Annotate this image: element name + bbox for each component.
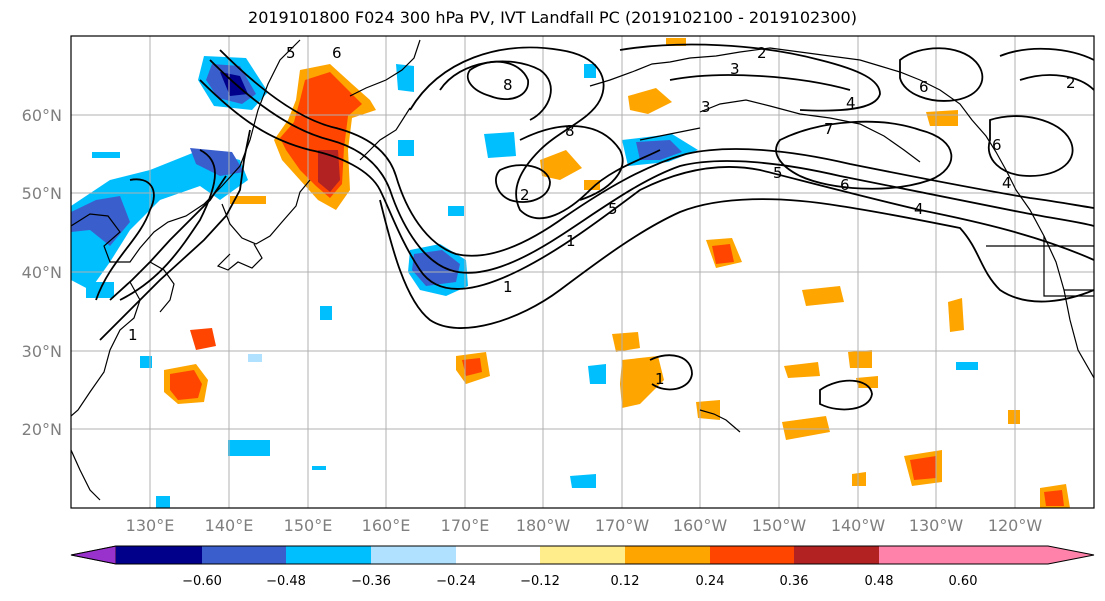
map-title: 2019101800 F024 300 hPa PV, IVT Landfall… <box>248 8 857 27</box>
contour-label: 2 <box>757 44 767 62</box>
contour-label: 4 <box>914 200 924 218</box>
contour-label: 6 <box>919 78 929 96</box>
lon-label: 140°E <box>205 516 254 535</box>
colorbar-segment <box>202 546 286 564</box>
contour-label: 2 <box>1066 74 1076 92</box>
lon-label: 120°W <box>988 516 1043 535</box>
lon-label: 140°W <box>831 516 886 535</box>
graticule <box>71 36 1094 508</box>
contour-label-group: 5 6 2 3 8 3 4 7 6 8 2 5 1 6 4 5 4 6 1 2 … <box>128 44 1076 388</box>
contour-label: 3 <box>730 60 740 78</box>
colorbar-tick-label: 0.12 <box>611 574 640 589</box>
contour-label: 1 <box>655 370 665 388</box>
contour-label: 1 <box>128 326 138 344</box>
colorbar-tick-label: −0.48 <box>266 574 306 589</box>
colorbar-outline <box>70 545 1095 565</box>
colorbar-tick-label: −0.24 <box>436 574 476 589</box>
longitude-labels: 130°E 140°E 150°E 160°E 170°E 180°W 170°… <box>126 516 1043 535</box>
contour-label: 3 <box>701 98 711 116</box>
lon-label: 130°E <box>126 516 175 535</box>
contour-label: 5 <box>773 164 783 182</box>
contour-label: 8 <box>503 76 513 94</box>
coastlines <box>71 39 1094 501</box>
colorbar-tick-labels: −0.60 −0.48 −0.36 −0.24 −0.12 0.12 0.24 … <box>182 574 977 589</box>
lon-label: 160°E <box>362 516 411 535</box>
colorbar-segment <box>794 546 879 564</box>
lon-label: 160°W <box>673 516 728 535</box>
colorbar-tick-label: 0.60 <box>949 574 978 589</box>
colorbar-segment <box>371 546 456 564</box>
latitude-labels: 60°N 50°N 40°N 30°N 20°N <box>22 106 62 439</box>
lat-label: 40°N <box>22 263 62 282</box>
contour-label: 6 <box>332 44 342 62</box>
ivt-contours <box>95 43 1094 411</box>
contour-label: 4 <box>1002 174 1012 192</box>
map-frame <box>70 35 1095 509</box>
lon-label: 130°W <box>909 516 964 535</box>
contour-label: 5 <box>608 200 618 218</box>
contour-label: 8 <box>565 122 575 140</box>
colorbar-tick-label: 0.48 <box>865 574 894 589</box>
colorbar-segment <box>540 546 625 564</box>
lon-label: 150°E <box>284 516 333 535</box>
colorbar-tick-label: −0.60 <box>182 574 222 589</box>
contour-label: 1 <box>566 232 576 250</box>
colorbar-segment <box>710 546 794 564</box>
contour-label: 1 <box>503 278 513 296</box>
contour-label: 6 <box>840 176 850 194</box>
contour-label: 7 <box>824 120 834 138</box>
lat-label: 60°N <box>22 106 62 125</box>
contour-label: 2 <box>520 186 530 204</box>
pv-anomaly-negative-patches <box>71 56 978 508</box>
colorbar-left-extension <box>70 545 117 565</box>
lat-label: 50°N <box>22 184 62 203</box>
lon-label: 150°W <box>752 516 807 535</box>
contour-label: 4 <box>846 94 856 112</box>
colorbar-segment <box>116 546 202 564</box>
colorbar-segment <box>456 546 540 564</box>
colorbar-tick-label: −0.12 <box>520 574 560 589</box>
colorbar-segment <box>625 546 710 564</box>
lon-label: 170°W <box>595 516 650 535</box>
colorbar-segment <box>879 546 963 564</box>
lat-label: 20°N <box>22 420 62 439</box>
colorbar-right-extension <box>963 546 1094 564</box>
colorbar-tick-label: 0.36 <box>780 574 809 589</box>
colorbar-tick-label: −0.36 <box>351 574 391 589</box>
colorbar: −0.60 −0.48 −0.36 −0.24 −0.12 0.12 0.24 … <box>70 545 1095 589</box>
lat-label: 30°N <box>22 342 62 361</box>
contour-label: 5 <box>286 44 296 62</box>
lon-label: 170°E <box>441 516 490 535</box>
pv-anomaly-positive-patches <box>164 38 1070 508</box>
colorbar-segment <box>286 546 371 564</box>
contour-label: 6 <box>992 136 1002 154</box>
colorbar-tick-label: 0.24 <box>696 574 725 589</box>
lon-label: 180°W <box>516 516 571 535</box>
